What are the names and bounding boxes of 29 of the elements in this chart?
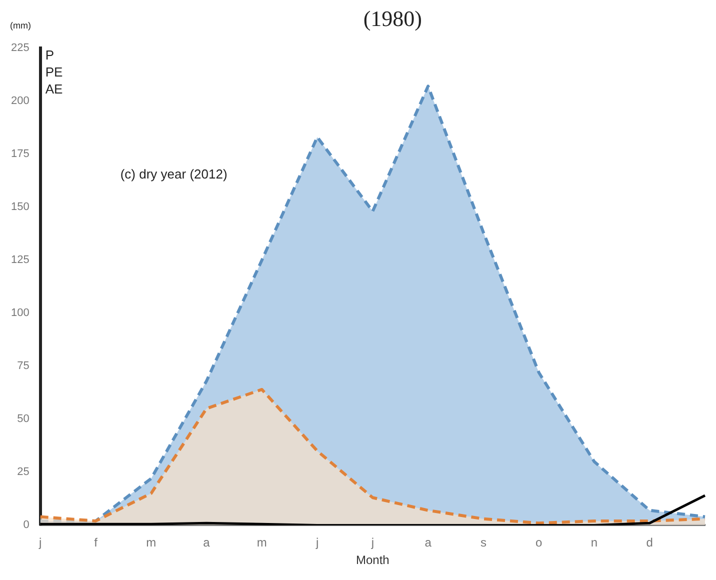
y-tick-label: 25 [17,466,30,478]
y-tick-label: 125 [10,254,30,266]
x-tick-label: m [256,536,267,550]
y-tick-label: 225 [10,42,30,54]
y-tick-label: 75 [17,360,30,372]
x-tick-label: a [424,536,432,550]
x-tick-label: d [646,536,653,550]
x-tick-label: n [590,536,598,550]
annotation: P [45,48,54,63]
x-tick-label: f [94,536,98,550]
y-axis-title: (mm) [10,20,31,30]
x-axis-title: Month [356,553,390,568]
y-tick-label: 100 [10,307,30,320]
y-tick-label: 0 [23,519,30,532]
y-tick-label: 200 [10,95,30,108]
x-tick-label: j [370,536,374,550]
x-tick-label: j [314,536,319,550]
x-tick-label: s [480,536,486,550]
y-tick-label: 50 [17,413,30,426]
annotation: AE [45,82,64,97]
x-tick-label: m [146,536,156,550]
annotation: PE [45,64,64,80]
y-tick-label: 150 [10,201,30,214]
x-tick-label: o [535,536,542,550]
x-tick-label: j [38,536,42,550]
x-tick-label: a [203,536,210,550]
y-tick-label: 175 [10,148,30,160]
text: (1980) [363,6,422,31]
annotation: (c) dry year (2012) [120,166,228,182]
